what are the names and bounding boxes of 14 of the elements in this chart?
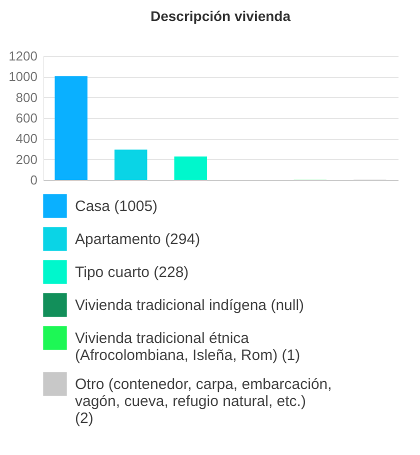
y-tick-label: 200 (16, 152, 38, 167)
legend-label: Tipo cuarto (228) (75, 264, 189, 281)
y-tick-label: 0 (30, 172, 38, 188)
y-tick-label: 800 (16, 90, 38, 105)
y-tick-label: 1000 (8, 69, 38, 84)
y-tick-label: 1200 (8, 48, 38, 64)
legend-label: Otro (contenedor, carpa, embarcación, vagón, cueva, refugio natural, etc.) (2) (75, 376, 332, 427)
chart-title: Descripción vivienda (150, 8, 291, 24)
legend-label: Vivienda tradicional indígena (null) (75, 297, 304, 314)
y-tick-label: 600 (16, 110, 38, 126)
y-tick-label: 400 (16, 131, 38, 146)
legend-label: Apartamento (294) (75, 231, 200, 248)
legend-label: Vivienda tradicional étnica (Afrocolombiana, Isleña, Rom) (1) (75, 330, 300, 364)
legend-label: Casa (1005) (75, 198, 158, 215)
